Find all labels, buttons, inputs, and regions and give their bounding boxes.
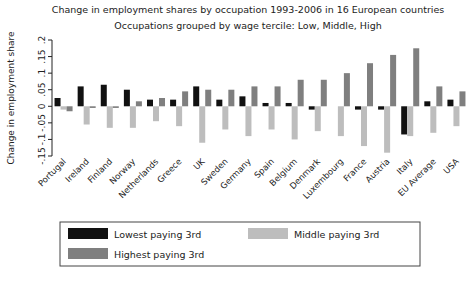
bar	[222, 106, 228, 129]
bar	[153, 106, 159, 121]
y-tick-label: 0	[37, 103, 47, 109]
y-tick-label: -.05	[37, 114, 47, 132]
bar	[269, 106, 275, 129]
bar	[332, 106, 338, 107]
bar	[321, 80, 327, 107]
bar	[55, 98, 61, 106]
y-tick-label: .2	[37, 36, 47, 45]
bar	[228, 90, 234, 107]
legend-label: Middle paying 3rd	[294, 229, 379, 240]
bar	[390, 55, 396, 106]
bar	[298, 80, 304, 107]
bar	[78, 86, 84, 106]
y-tick	[48, 139, 52, 140]
bar	[459, 91, 465, 106]
subtitle: Occupations grouped by wage tercile: Low…	[114, 20, 381, 31]
y-tick	[48, 56, 52, 57]
bar	[90, 106, 96, 108]
y-axis	[52, 40, 53, 156]
x-tick-label: Greece	[155, 156, 183, 184]
bar	[124, 90, 130, 107]
bar	[147, 100, 153, 107]
bar	[286, 103, 292, 106]
bar	[245, 106, 251, 136]
bar	[378, 106, 384, 109]
bar	[436, 86, 442, 106]
y-tick	[48, 73, 52, 74]
bar	[309, 106, 315, 109]
bar	[361, 106, 367, 146]
bar	[407, 106, 413, 136]
x-tick-label: Italy	[395, 156, 415, 176]
bar	[367, 63, 373, 106]
bar	[338, 106, 344, 136]
bar	[413, 48, 419, 106]
bar	[355, 106, 361, 109]
bar	[292, 106, 298, 139]
legend-label: Lowest paying 3rd	[114, 229, 201, 240]
bar	[130, 106, 136, 128]
bar	[170, 100, 176, 107]
bar	[401, 106, 407, 134]
bar	[453, 106, 459, 126]
y-axis-label: Change in employment share	[6, 31, 16, 165]
bar	[176, 106, 182, 126]
bar	[107, 106, 113, 128]
y-tick	[48, 89, 52, 90]
y-tick	[48, 122, 52, 123]
y-tick	[48, 156, 52, 157]
legend-swatch	[248, 228, 288, 239]
x-tick-label: EU Average	[396, 156, 438, 198]
legend-label: Highest paying 3rd	[114, 249, 204, 260]
bar	[344, 73, 350, 106]
bar	[424, 101, 430, 106]
bar	[193, 86, 199, 106]
bar	[384, 106, 390, 152]
bar	[101, 85, 107, 107]
y-tick-label: .05	[37, 83, 47, 97]
bar	[447, 100, 453, 107]
bar	[113, 106, 119, 108]
bar	[182, 91, 188, 106]
bar	[61, 106, 67, 109]
bar	[159, 98, 165, 106]
x-tick-label: UK	[191, 156, 207, 172]
bar	[275, 86, 281, 106]
bar	[216, 100, 222, 107]
bar	[205, 90, 211, 107]
x-tick-label: Luxembourg	[301, 156, 346, 201]
title: Change in employment shares by occupatio…	[52, 4, 445, 15]
legend-swatch	[68, 248, 108, 259]
bar	[84, 106, 90, 124]
bar	[315, 106, 321, 131]
bar	[199, 106, 205, 142]
y-tick-label: .1	[37, 69, 47, 78]
x-tick-label: Germany	[218, 156, 253, 191]
chart: Change in employment shares by occupatio…	[0, 0, 476, 299]
bar	[251, 86, 257, 106]
bar	[67, 106, 73, 111]
legend-box	[60, 222, 420, 266]
y-tick-label: -.1	[37, 134, 47, 146]
legend-swatch	[68, 228, 108, 239]
bar	[136, 101, 142, 106]
y-tick-label: -.15	[37, 147, 47, 165]
y-tick	[48, 40, 52, 41]
bar	[430, 106, 436, 133]
bar	[263, 103, 269, 106]
bar	[239, 96, 245, 106]
x-tick-label: Austria	[363, 156, 391, 184]
bars	[55, 48, 466, 152]
y-tick	[48, 106, 52, 107]
x-tick-label: USA	[441, 156, 461, 176]
y-tick-label: .15	[37, 49, 47, 63]
x-tick-label: Portugal	[36, 156, 68, 188]
